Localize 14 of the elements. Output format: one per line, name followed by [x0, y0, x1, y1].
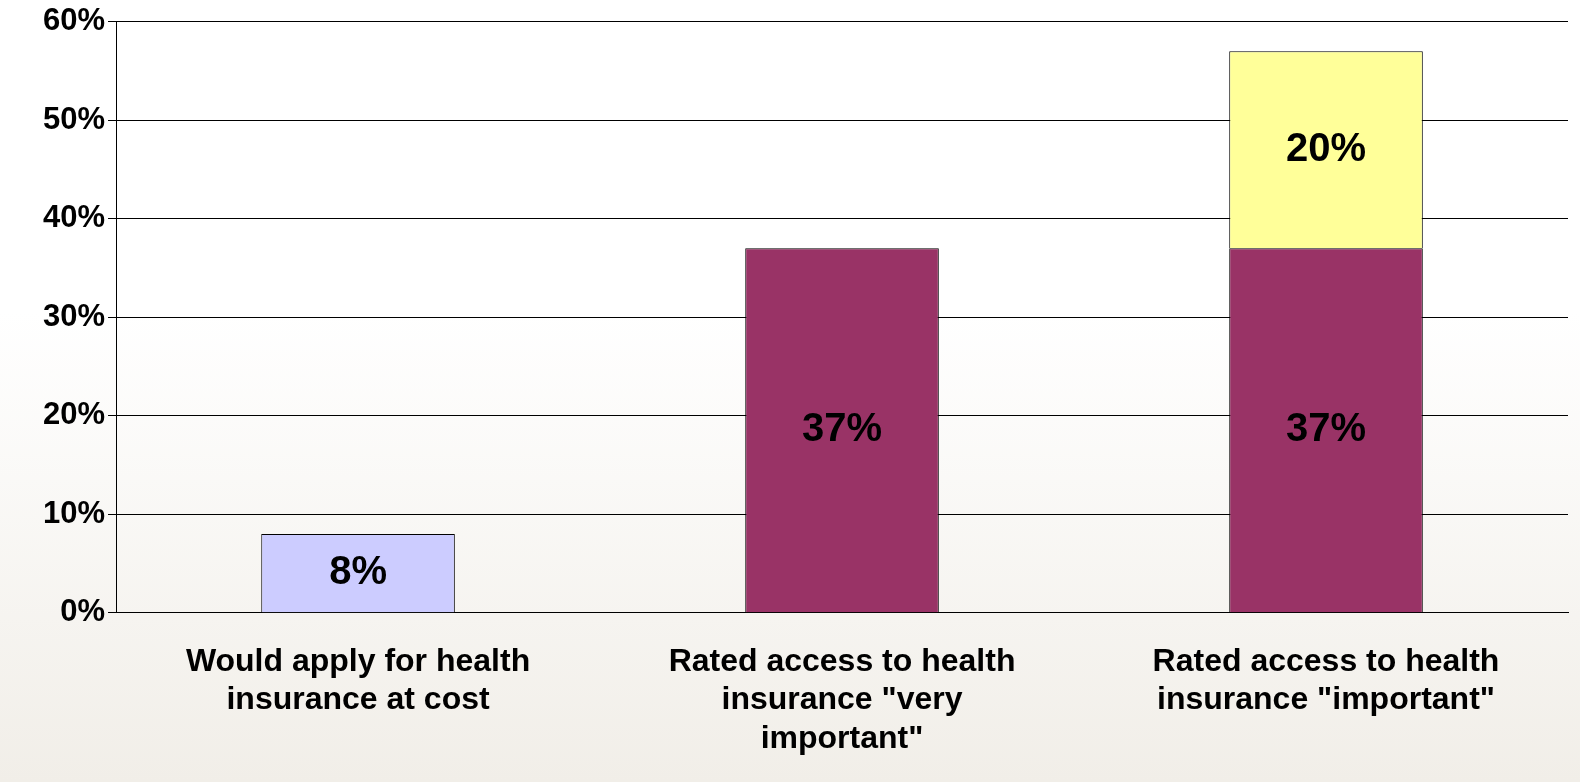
y-tick-label: 40% [43, 199, 106, 235]
x-tick-label: Would apply for health insurance at cost [185, 641, 531, 717]
y-tick-label: 20% [43, 396, 106, 432]
data-label: 20% [1285, 124, 1367, 169]
y-tick-label: 10% [43, 494, 106, 530]
y-tick-label: 30% [43, 297, 106, 333]
x-tick-label: Rated access to health insurance "very important" [668, 641, 1016, 755]
data-label: 37% [1285, 405, 1367, 450]
y-tick-label: 50% [43, 100, 106, 136]
y-tick-label: 60% [43, 2, 106, 38]
data-label: 37% [801, 405, 883, 450]
y-tick-label: 0% [60, 593, 106, 629]
data-label: 8% [329, 548, 387, 593]
x-tick-label: Rated access to health insurance "important" [1152, 641, 1500, 717]
